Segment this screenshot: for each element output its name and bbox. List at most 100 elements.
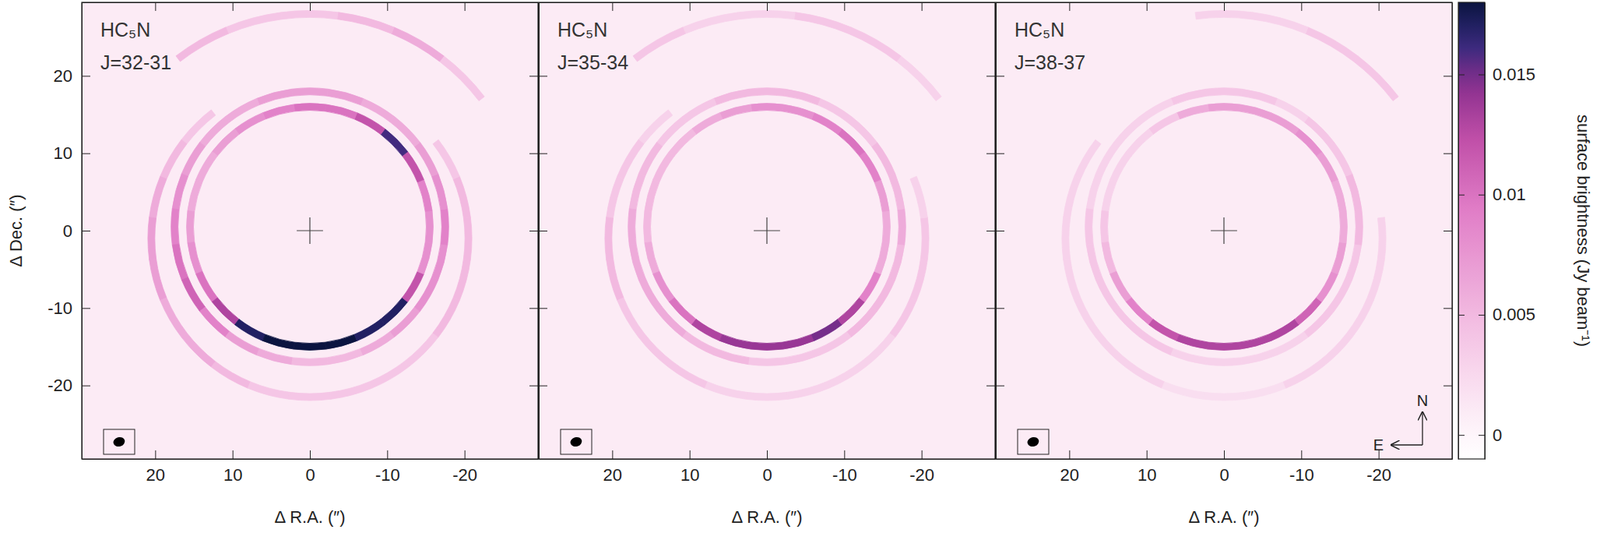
shell-segment [425, 210, 433, 243]
tick-label: 20 [146, 464, 166, 485]
shell-segment [888, 243, 904, 280]
shell [186, 103, 434, 351]
shell-segment [431, 173, 447, 210]
shell-segment [1195, 10, 1253, 19]
shell-segment [1316, 151, 1339, 183]
shell-segment [1110, 151, 1133, 183]
tick-mark [529, 75, 539, 77]
shell-segment [225, 330, 260, 355]
shell-segment [1206, 87, 1243, 96]
shell-segment [196, 270, 219, 302]
shell-segment [1063, 175, 1081, 219]
shell-segment [1161, 381, 1204, 399]
tick: -10 [832, 450, 858, 485]
shell-segment [889, 297, 917, 337]
panel: 20100-10-20HC₅NJ=38-37NE [995, 2, 1453, 485]
shell-segment [643, 210, 652, 243]
shell-segment [668, 361, 707, 388]
tick [689, 2, 691, 11]
shell [1085, 87, 1364, 366]
tick: 20 [146, 450, 166, 485]
tick-mark [529, 385, 539, 387]
tick [766, 2, 768, 11]
tick [1146, 2, 1148, 11]
tick-mark [386, 2, 388, 11]
shell-segment [692, 112, 723, 135]
tick: 10 [680, 450, 700, 485]
tick-mark [232, 2, 234, 11]
shell-segment [682, 330, 717, 355]
tick-mark [1478, 74, 1485, 76]
shell-segment [1095, 142, 1119, 177]
shell-segment [325, 334, 358, 349]
shell-segment [1251, 12, 1309, 34]
tick [1223, 2, 1225, 11]
shell-segment [749, 87, 786, 96]
tick: 20 [603, 450, 623, 485]
tick [986, 385, 996, 387]
shell [632, 10, 942, 101]
shell-segment [196, 151, 219, 183]
tick: 0 [305, 450, 315, 485]
shell-segment [453, 258, 471, 301]
tick-mark [538, 75, 548, 77]
tick [529, 385, 539, 387]
shell-segment [719, 334, 752, 349]
tick: -20 [452, 450, 478, 485]
tick-mark [921, 450, 923, 459]
tick-mark [1301, 2, 1302, 11]
shell-segment [871, 142, 895, 177]
shell-segment [1207, 341, 1240, 350]
tick [529, 230, 539, 232]
tick-mark [1478, 194, 1485, 196]
tick: -20 [909, 450, 935, 485]
tick [995, 153, 1005, 155]
shell-segment [1086, 243, 1102, 280]
tick [538, 75, 548, 77]
tick-mark [464, 450, 466, 459]
frame [538, 2, 996, 459]
tick [986, 153, 996, 155]
shell-segment [794, 12, 851, 34]
tick-mark [986, 385, 996, 387]
shell-segment [1176, 334, 1209, 349]
shell-segment [1125, 361, 1164, 388]
shell-segment [817, 330, 852, 355]
shell-segment [847, 306, 877, 337]
shell-segment [628, 208, 637, 246]
tick: -10 [375, 450, 401, 485]
tick-mark [1378, 2, 1380, 11]
x-axis-title: Δ R.A. (″) [274, 506, 346, 527]
tick-label: -10 [47, 298, 73, 318]
tick-mark [309, 2, 311, 11]
tick-mark [1443, 153, 1453, 155]
shell-segment [817, 98, 852, 122]
shell-segment [1268, 319, 1299, 342]
shell-segment [1318, 332, 1353, 367]
x-axis-top [539, 2, 996, 11]
shell-segment [1074, 297, 1101, 337]
shell-segment [617, 297, 644, 337]
map-marks [995, 2, 1453, 459]
shell-segment [369, 361, 408, 388]
shell-segment [1339, 210, 1347, 243]
tick: -10 [47, 298, 91, 318]
shell-segment [337, 12, 394, 34]
panel-title: HC₅N [557, 18, 608, 41]
shell-segment [225, 12, 282, 34]
shell-segment [440, 208, 449, 246]
axis-line [1458, 3, 1460, 460]
x-axis-title: Δ R.A. (″) [1188, 506, 1260, 527]
shell-segment [354, 112, 385, 135]
shell-segment [1328, 142, 1352, 177]
tick-mark [538, 307, 548, 309]
shell-segment [644, 242, 660, 275]
shell-segment [750, 103, 783, 112]
tick [995, 75, 1005, 77]
tick: -20 [47, 375, 91, 395]
shell-segment [719, 104, 752, 120]
shell-segment [896, 56, 943, 102]
map-marks [538, 2, 996, 459]
tick-label: 0 [1219, 464, 1229, 485]
shell-segment [1139, 98, 1174, 122]
